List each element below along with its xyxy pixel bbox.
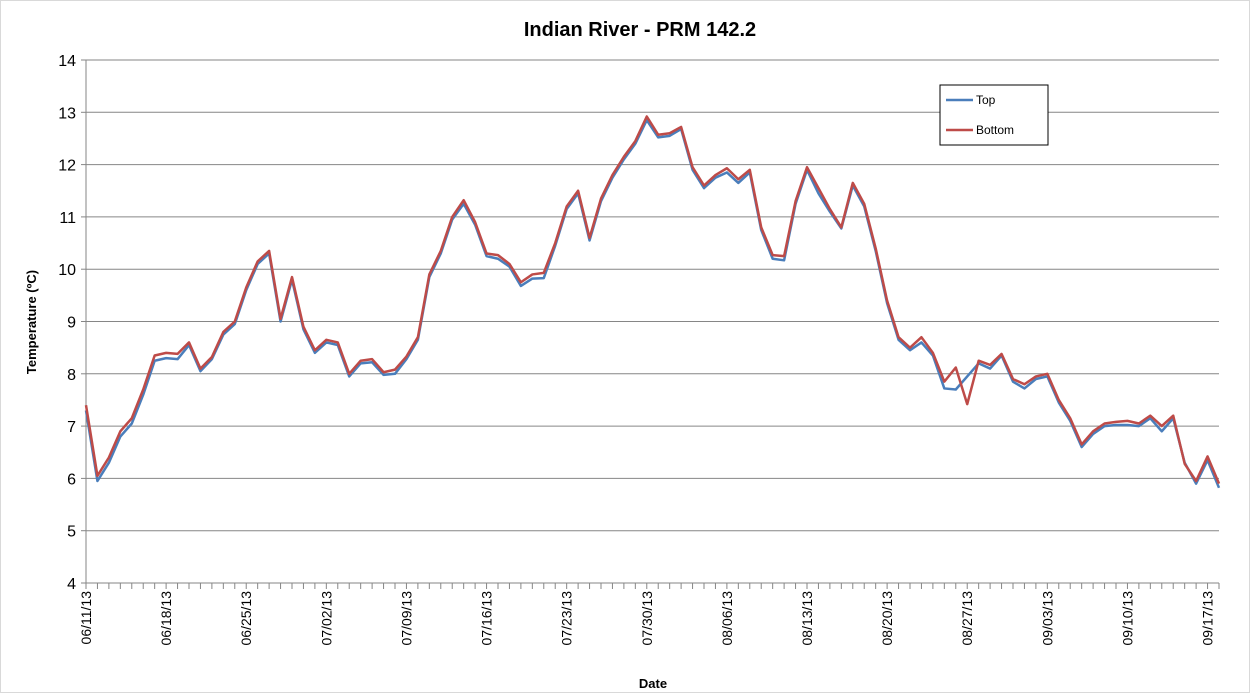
y-tick-label: 11: [59, 210, 76, 227]
y-tick-label: 12: [58, 158, 76, 175]
line-series: [84, 115, 1221, 485]
x-tick-label: 06/25/13: [238, 591, 254, 646]
x-tick-label: 06/18/13: [158, 591, 174, 646]
x-tick-label: 06/11/13: [78, 591, 94, 645]
x-tick-label: 07/16/13: [479, 591, 495, 646]
y-tick-label: 8: [67, 367, 76, 384]
x-tick-label: 07/30/13: [639, 591, 655, 646]
x-tick-label: 08/06/13: [719, 591, 735, 646]
x-tick-label: 09/10/13: [1119, 591, 1135, 646]
y-tick-label: 6: [67, 471, 76, 488]
legend-label: Bottom: [976, 123, 1014, 137]
y-axis-label: Temperature (ºC): [24, 270, 39, 374]
legend-box: [939, 84, 1049, 146]
y-tick-label: 10: [58, 262, 76, 279]
y-tick-label: 9: [67, 315, 76, 332]
x-tick-label: 07/02/13: [318, 591, 334, 646]
x-axis-label: Date: [639, 676, 667, 691]
x-tick-label: 09/17/13: [1200, 591, 1216, 646]
x-tick-label: 08/20/13: [879, 591, 895, 646]
legend-label: Top: [976, 93, 996, 107]
x-tick-label: 07/09/13: [398, 591, 414, 646]
y-tick-label: 5: [67, 524, 76, 541]
x-tick-label: 08/27/13: [959, 591, 975, 646]
chart-title: Indian River - PRM 142.2: [524, 19, 756, 41]
x-tick-label: 08/13/13: [799, 591, 815, 646]
x-tick-label: 07/23/13: [559, 591, 575, 646]
y-tick-label: 7: [67, 419, 76, 436]
y-tick-label: 14: [58, 53, 76, 70]
y-tick-label: 13: [58, 105, 76, 122]
x-tick-label: 09/03/13: [1039, 591, 1055, 646]
y-tick-label: 4: [67, 576, 76, 593]
